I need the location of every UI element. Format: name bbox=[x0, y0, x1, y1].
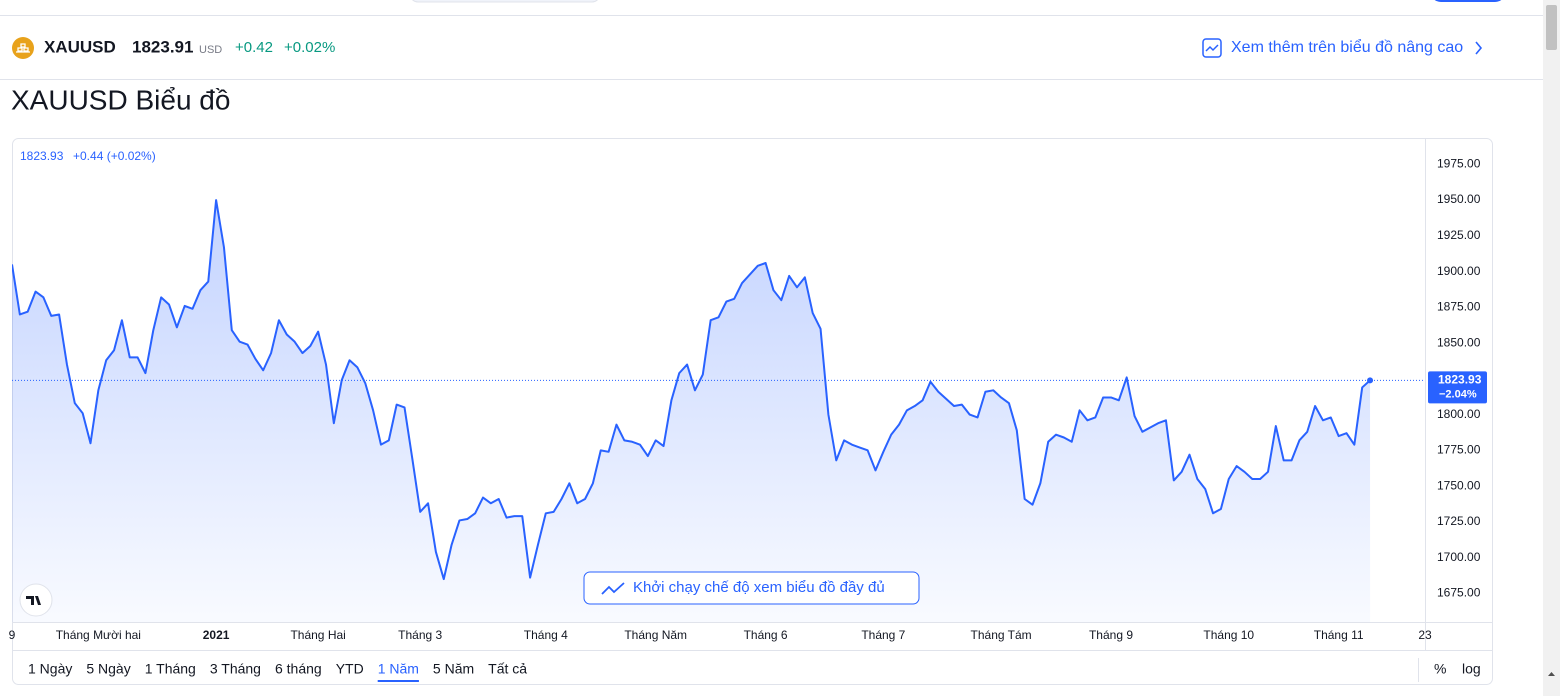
y-tick-label: 1700.00 bbox=[1437, 550, 1481, 564]
currency: USD bbox=[199, 44, 222, 56]
x-tick-label: Tháng 11 bbox=[1314, 628, 1364, 642]
range-button[interactable]: 3 Tháng bbox=[210, 661, 261, 677]
last-price-tag bbox=[1428, 371, 1487, 404]
range-active-underline bbox=[377, 680, 419, 682]
scroll-arrow[interactable] bbox=[1548, 672, 1555, 676]
range-button[interactable]: 1 Ngày bbox=[28, 661, 72, 677]
x-tick-label: Tháng 7 bbox=[861, 628, 905, 642]
area bbox=[12, 200, 1371, 622]
advanced-link[interactable]: Xem thêm trên biểu đồ nâng cao bbox=[1202, 38, 1483, 58]
last-change-label: −2.04% bbox=[1439, 388, 1477, 400]
y-tick-label: 1850.00 bbox=[1437, 335, 1481, 349]
legend-change: +0.44 (+0.02%) bbox=[73, 149, 156, 163]
launch-button[interactable]: Khởi chạy chế độ xem biểu đồ đầy đủ bbox=[583, 571, 920, 605]
x-tick-label: Tháng Hai bbox=[290, 628, 345, 642]
price: 1823.91 bbox=[132, 37, 193, 56]
search-bar-edge bbox=[411, 0, 599, 3]
symbol: XAUUSD bbox=[44, 37, 116, 56]
scale-option[interactable]: % bbox=[1434, 661, 1446, 677]
symbol-logo bbox=[12, 37, 34, 59]
link-icon-line bbox=[1205, 44, 1219, 52]
x-tick-label: Tháng 4 bbox=[524, 628, 568, 642]
y-tick-label: 1775.00 bbox=[1437, 443, 1481, 457]
y-tick-label: 1750.00 bbox=[1437, 478, 1481, 492]
top-button-edge bbox=[1434, 0, 1502, 2]
y-tick-label: 1925.00 bbox=[1437, 228, 1481, 242]
logo-icon bbox=[16, 43, 30, 53]
last-price-label: 1823.93 bbox=[1438, 373, 1482, 387]
change: +0.42 bbox=[235, 39, 273, 56]
link-text[interactable]: Xem thêm trên biểu đồ nâng cao bbox=[1231, 38, 1463, 56]
plot bbox=[12, 199, 1425, 622]
range-button[interactable]: 5 Ngày bbox=[86, 661, 130, 677]
x-tick-label: 2021 bbox=[203, 628, 230, 642]
x-tick-label: 23 bbox=[1418, 628, 1432, 642]
y-tick-label: 1875.00 bbox=[1437, 300, 1481, 314]
range-button[interactable]: 1 Tháng bbox=[145, 661, 196, 677]
range-button[interactable]: Tất cả bbox=[488, 661, 527, 677]
launch-icon bbox=[601, 582, 625, 595]
range-button[interactable]: 1 Năm bbox=[378, 661, 419, 677]
change-pct: +0.02% bbox=[284, 39, 335, 56]
price-line bbox=[12, 199, 1371, 581]
x-tick-label: Tháng Tám bbox=[971, 628, 1032, 642]
x-tick-label: Tháng 6 bbox=[744, 628, 788, 642]
range-button[interactable]: YTD bbox=[336, 661, 364, 677]
tv-logo[interactable] bbox=[19, 583, 53, 617]
y-tick-label: 1975.00 bbox=[1437, 156, 1481, 170]
chevron bbox=[1475, 41, 1483, 55]
scale-option[interactable]: log bbox=[1462, 661, 1481, 677]
x-tick-label: Tháng 9 bbox=[1089, 628, 1133, 642]
x-tick-label: Tháng Mười hai bbox=[56, 628, 141, 642]
x-tick-label: Tháng 10 bbox=[1203, 628, 1254, 642]
range-button[interactable]: 6 tháng bbox=[275, 661, 322, 677]
y-tick-label: 1800.00 bbox=[1437, 407, 1481, 421]
y-tick-label: 1950.00 bbox=[1437, 192, 1481, 206]
y-tick-label: 1725.00 bbox=[1437, 514, 1481, 528]
range-button[interactable]: 5 Năm bbox=[433, 661, 474, 677]
tv-logo-mark bbox=[26, 596, 41, 605]
tv-logo-bg bbox=[19, 583, 53, 617]
launch-text[interactable]: Khởi chạy chế độ xem biểu đồ đầy đủ bbox=[633, 579, 885, 596]
scrollbar[interactable] bbox=[1543, 0, 1560, 696]
link-icon bbox=[1202, 38, 1222, 58]
x-tick-label: Tháng Năm bbox=[624, 628, 687, 642]
y-tick-label: 1900.00 bbox=[1437, 264, 1481, 278]
legend-price: 1823.93 bbox=[20, 149, 64, 163]
last-point bbox=[1367, 377, 1374, 384]
scrollbar-thumb[interactable] bbox=[1546, 5, 1557, 50]
x-tick-label: Tháng 3 bbox=[398, 628, 442, 642]
x-tick-label: 9 bbox=[9, 628, 16, 642]
page-title: XAUUSD Biểu đồ bbox=[11, 84, 230, 115]
launch-button-bg bbox=[583, 571, 920, 605]
y-tick-label: 1675.00 bbox=[1437, 586, 1481, 600]
